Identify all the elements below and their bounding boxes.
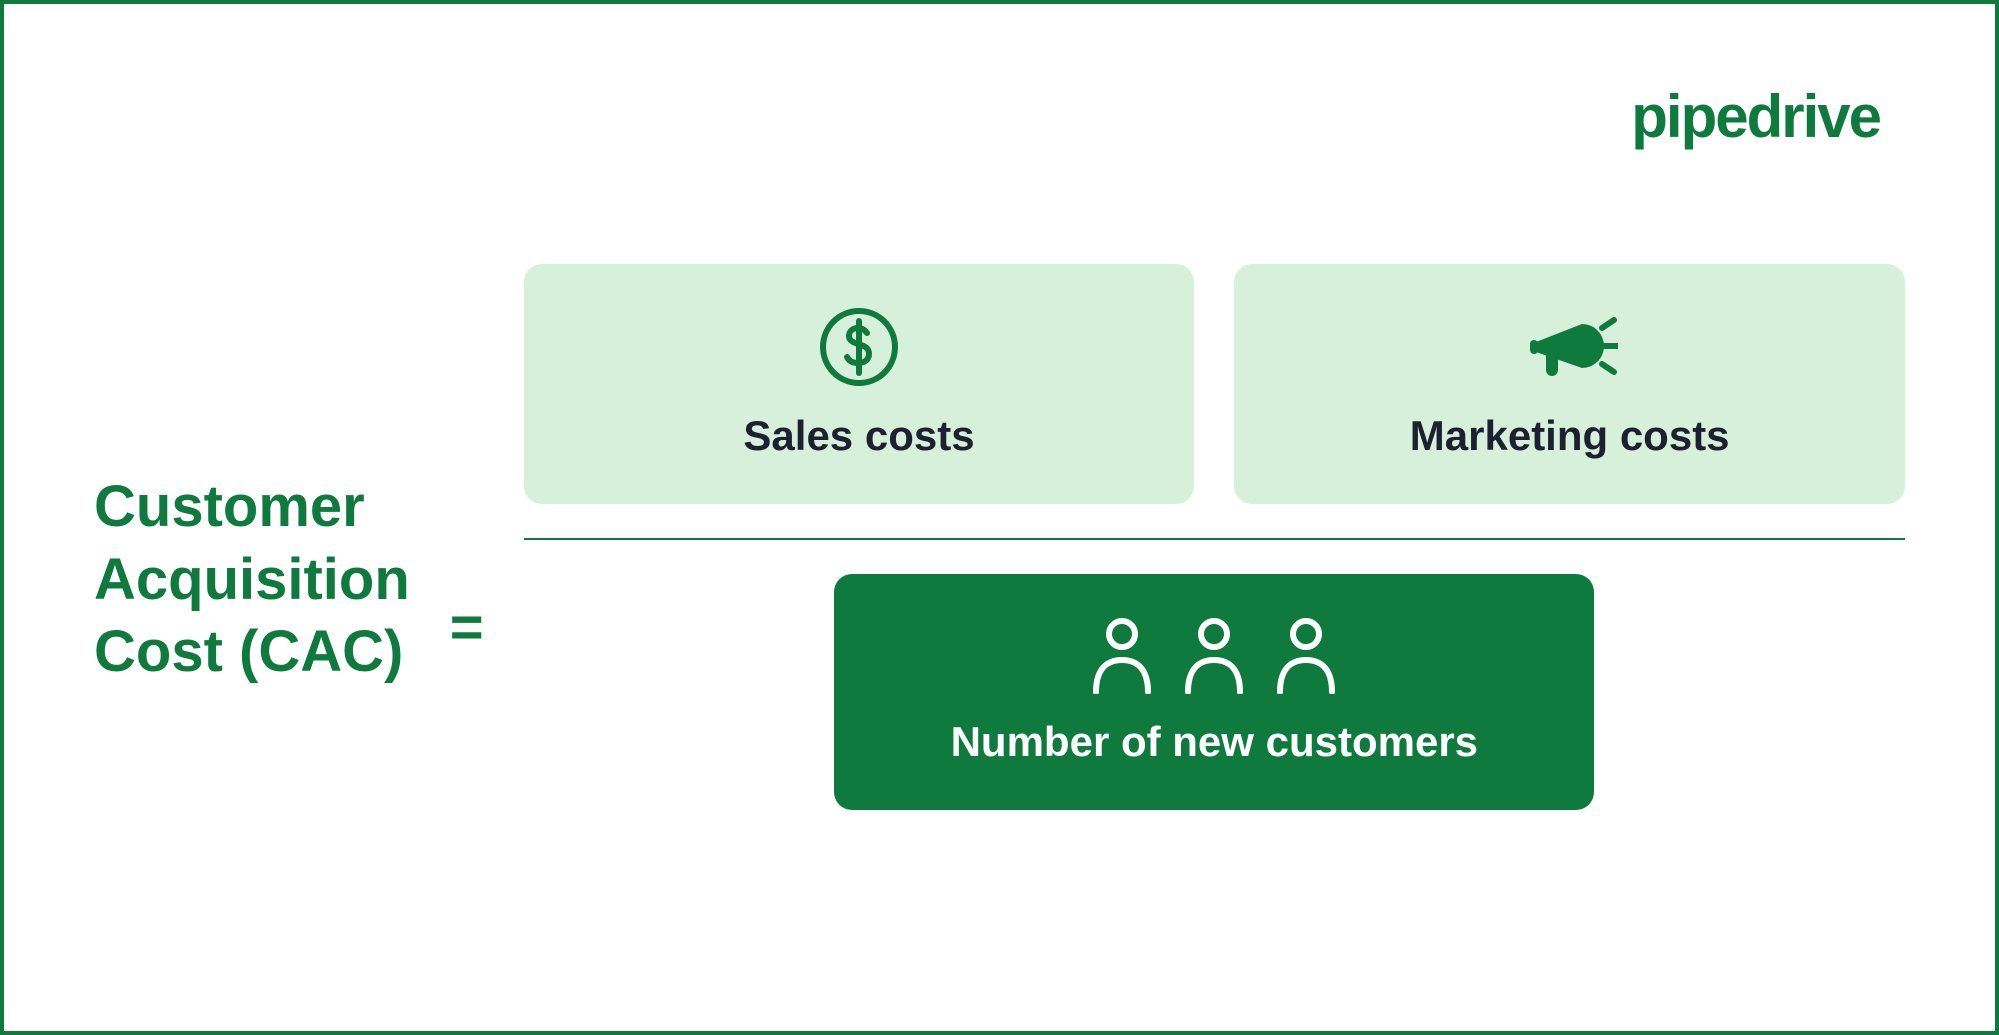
lhs-line: Customer [94, 471, 410, 544]
sales-costs-label: Sales costs [743, 412, 974, 460]
new-customers-label: Number of new customers [951, 718, 1478, 766]
brand-logo: pipedrive [1631, 82, 1880, 151]
dollar-circle-icon [818, 306, 900, 388]
formula-lhs: Customer Acquisition Cost (CAC) [94, 385, 410, 689]
formula-content: Customer Acquisition Cost (CAC) = Sales … [94, 264, 1905, 810]
diagram-frame: pipedrive Customer Acquisition Cost (CAC… [0, 0, 1999, 1035]
marketing-costs-card: Marketing costs [1234, 264, 1905, 504]
new-customers-card: Number of new customers [834, 574, 1594, 810]
formula-rhs: Sales costs Market [524, 264, 1905, 810]
person-icon [1274, 616, 1338, 694]
equals-sign: = [450, 414, 484, 661]
numerator-row: Sales costs Market [524, 264, 1905, 504]
marketing-costs-label: Marketing costs [1410, 412, 1730, 460]
person-icon [1182, 616, 1246, 694]
lhs-line: Acquisition [94, 544, 410, 617]
fraction-divider [524, 538, 1905, 540]
sales-costs-card: Sales costs [524, 264, 1195, 504]
megaphone-icon [1522, 306, 1618, 388]
person-icon [1090, 616, 1154, 694]
people-icon [1090, 616, 1338, 694]
lhs-line: Cost (CAC) [94, 616, 410, 689]
